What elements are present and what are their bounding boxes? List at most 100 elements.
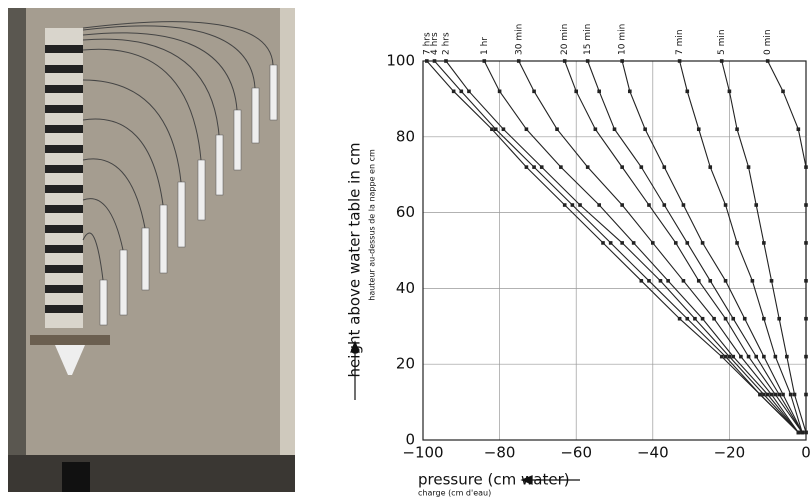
point — [628, 89, 632, 94]
point — [612, 127, 617, 132]
point — [804, 316, 808, 321]
point — [765, 392, 770, 397]
point — [585, 165, 590, 169]
point — [643, 127, 647, 132]
point — [746, 354, 751, 359]
curve-label: 30 min — [514, 24, 524, 55]
point — [762, 241, 766, 245]
curve-label: 5 min — [717, 29, 727, 55]
point — [769, 392, 774, 397]
point — [451, 89, 456, 94]
point — [739, 354, 743, 359]
point — [459, 89, 464, 94]
point — [727, 89, 732, 94]
point — [597, 89, 601, 94]
point — [804, 203, 808, 207]
point — [696, 127, 701, 132]
point — [639, 165, 644, 169]
curve — [483, 60, 799, 433]
y-axis-label: height above water table in cm — [346, 143, 364, 378]
point — [524, 127, 529, 132]
point — [578, 203, 582, 207]
point — [765, 59, 770, 63]
x-tick-label: −60 — [560, 444, 592, 462]
point — [785, 354, 789, 359]
x-axis-label-fr: charge (cm d'eau) — [418, 489, 491, 498]
point — [723, 279, 728, 283]
y-tick-label: 100 — [386, 52, 415, 70]
point — [731, 316, 736, 321]
point — [719, 59, 724, 63]
point — [651, 241, 655, 245]
curve-label: 7 min — [675, 29, 685, 55]
point — [750, 279, 755, 283]
point — [719, 354, 724, 359]
curve — [621, 60, 803, 433]
point — [685, 241, 690, 245]
point — [754, 354, 759, 359]
point — [647, 203, 651, 207]
point — [800, 430, 804, 435]
point — [804, 165, 808, 169]
point — [585, 59, 590, 63]
point — [777, 392, 781, 397]
curve-label: 20 min — [560, 24, 570, 55]
point — [754, 203, 759, 207]
point — [467, 89, 471, 94]
point — [723, 354, 728, 359]
point — [601, 241, 605, 245]
curve-label: 10 min — [618, 24, 628, 55]
point — [762, 392, 766, 397]
x-tick-label: −80 — [484, 444, 516, 462]
point — [662, 203, 667, 207]
curve — [518, 60, 799, 433]
point — [723, 203, 728, 207]
point — [727, 354, 732, 359]
point — [524, 165, 529, 169]
point — [620, 241, 624, 245]
point — [712, 316, 716, 321]
point — [773, 392, 778, 397]
point — [493, 127, 498, 132]
point — [597, 203, 601, 207]
point — [559, 165, 563, 169]
point — [677, 316, 682, 321]
point — [758, 392, 762, 397]
point — [639, 279, 644, 283]
point — [539, 165, 544, 169]
point — [631, 241, 636, 245]
curve-label: 2 hrs — [441, 32, 451, 55]
y-tick-label: 40 — [396, 279, 415, 297]
point — [501, 127, 506, 132]
point — [693, 316, 697, 321]
curve-label: 0 min — [763, 29, 773, 55]
point — [723, 316, 728, 321]
point — [735, 127, 739, 132]
point — [666, 279, 670, 283]
y-tick-label: 20 — [396, 355, 415, 373]
point — [762, 354, 766, 359]
point — [482, 59, 487, 63]
point — [742, 316, 747, 321]
point — [804, 392, 808, 397]
point — [562, 59, 567, 63]
point — [574, 89, 578, 94]
point — [681, 203, 686, 207]
point — [608, 241, 613, 245]
point — [497, 89, 502, 94]
point — [696, 279, 701, 283]
point — [562, 203, 567, 207]
x-tick-label: −20 — [714, 444, 746, 462]
curve — [426, 60, 799, 433]
point — [677, 59, 682, 63]
curve — [434, 60, 799, 433]
point — [444, 59, 448, 63]
point — [620, 59, 624, 63]
point — [681, 279, 686, 283]
curve — [564, 60, 803, 433]
y-tick-label: 60 — [396, 203, 415, 221]
point — [792, 392, 797, 397]
point — [425, 59, 429, 63]
